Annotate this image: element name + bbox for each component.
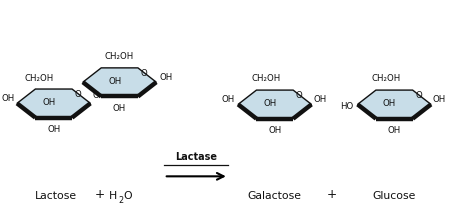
Text: OH: OH (47, 125, 60, 134)
Text: H: H (109, 191, 117, 201)
Text: CH₂OH: CH₂OH (371, 74, 401, 83)
Polygon shape (83, 68, 156, 96)
Text: OH: OH (264, 99, 277, 108)
Text: OH: OH (221, 95, 234, 104)
Text: Galactose: Galactose (248, 191, 302, 201)
Text: CH₂OH: CH₂OH (25, 74, 54, 83)
Text: O: O (296, 91, 302, 100)
Text: OH: OH (314, 95, 327, 104)
Polygon shape (17, 89, 91, 118)
Text: +: + (327, 188, 337, 201)
Text: CH₂OH: CH₂OH (105, 52, 134, 61)
Text: OH: OH (42, 98, 55, 107)
Text: O: O (75, 90, 82, 99)
Text: Glucose: Glucose (373, 191, 416, 201)
Text: O: O (141, 69, 147, 78)
Text: OH: OH (268, 126, 282, 135)
Text: OH: OH (383, 99, 396, 108)
Text: O: O (124, 191, 132, 201)
Text: OH: OH (433, 95, 446, 104)
Text: +: + (95, 188, 105, 201)
Text: 2: 2 (118, 196, 123, 205)
Polygon shape (238, 90, 311, 119)
Text: CH₂OH: CH₂OH (252, 74, 281, 83)
Text: OH: OH (388, 126, 401, 135)
Text: OH: OH (108, 77, 121, 86)
Polygon shape (357, 90, 431, 119)
Text: Lactose: Lactose (35, 191, 77, 201)
Text: HO: HO (341, 102, 354, 111)
Text: Lactase: Lactase (175, 151, 217, 161)
Text: O: O (415, 91, 422, 100)
Text: O: O (92, 91, 99, 100)
Text: OH: OH (113, 104, 126, 113)
Text: OH: OH (160, 73, 173, 82)
Text: OH: OH (2, 94, 15, 103)
